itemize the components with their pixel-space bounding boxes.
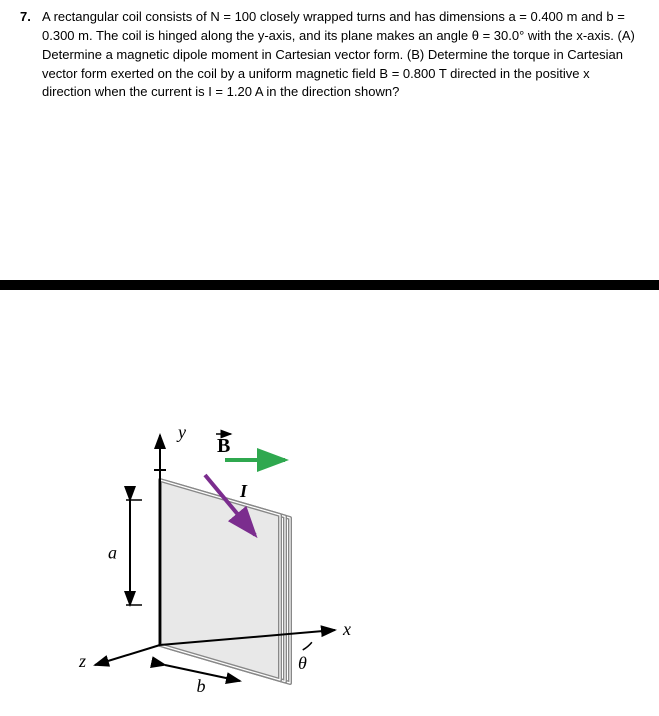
svg-text:I: I (239, 481, 248, 501)
svg-text:b: b (197, 676, 206, 696)
svg-text:B: B (217, 435, 230, 457)
question-number: 7. (20, 8, 42, 102)
physics-diagram: y x z a b θ I B (75, 420, 385, 700)
question-block: 7. A rectangular coil consists of N = 10… (0, 0, 659, 110)
section-divider (0, 280, 659, 290)
svg-text:y: y (176, 422, 186, 442)
svg-text:x: x (342, 619, 351, 639)
question-text: A rectangular coil consists of N = 100 c… (42, 8, 639, 102)
svg-text:θ: θ (298, 653, 307, 673)
svg-text:z: z (78, 651, 86, 671)
svg-text:a: a (108, 543, 117, 563)
